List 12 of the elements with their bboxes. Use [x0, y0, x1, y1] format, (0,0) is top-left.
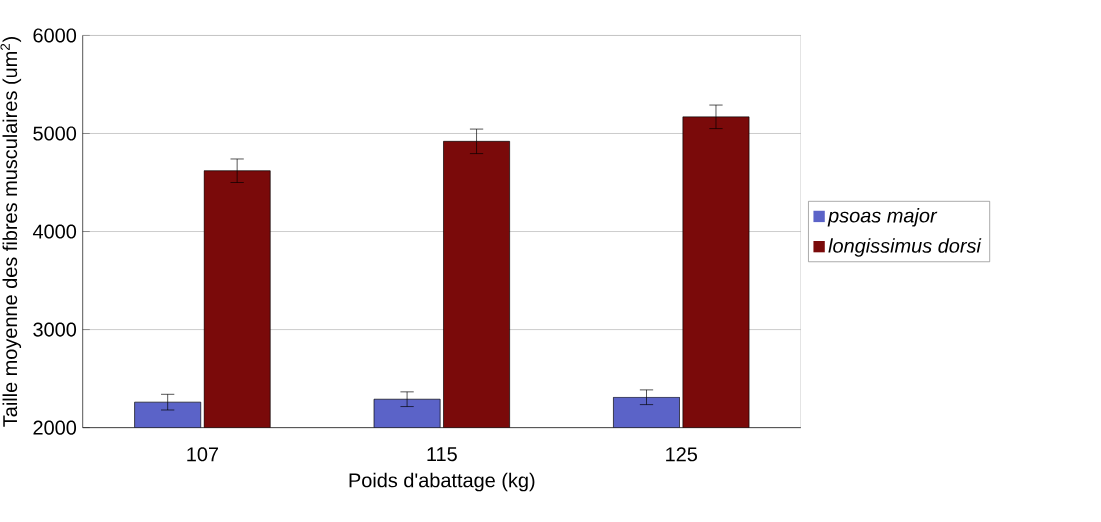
y-tick-label: 3000 — [33, 322, 77, 337]
y-tick-label: 5000 — [33, 126, 77, 141]
legend-label: longissimus dorsi — [828, 238, 982, 257]
y-tick-label: 4000 — [32, 224, 77, 239]
x-axis-title: Poids d'abattage (kg) — [349, 472, 535, 492]
x-tick-label: 125 — [666, 447, 698, 462]
x-tick-label: 115 — [427, 447, 457, 462]
x-tick-label: 107 — [187, 447, 219, 462]
y-tick-label: 2000 — [33, 420, 77, 435]
legend-label: psoas major — [827, 207, 938, 227]
y-tick-label: 6000 — [33, 28, 77, 43]
y-axis-title: Taille moyenne des fibres musculaires (um$^{2}$) — [0, 37, 22, 427]
